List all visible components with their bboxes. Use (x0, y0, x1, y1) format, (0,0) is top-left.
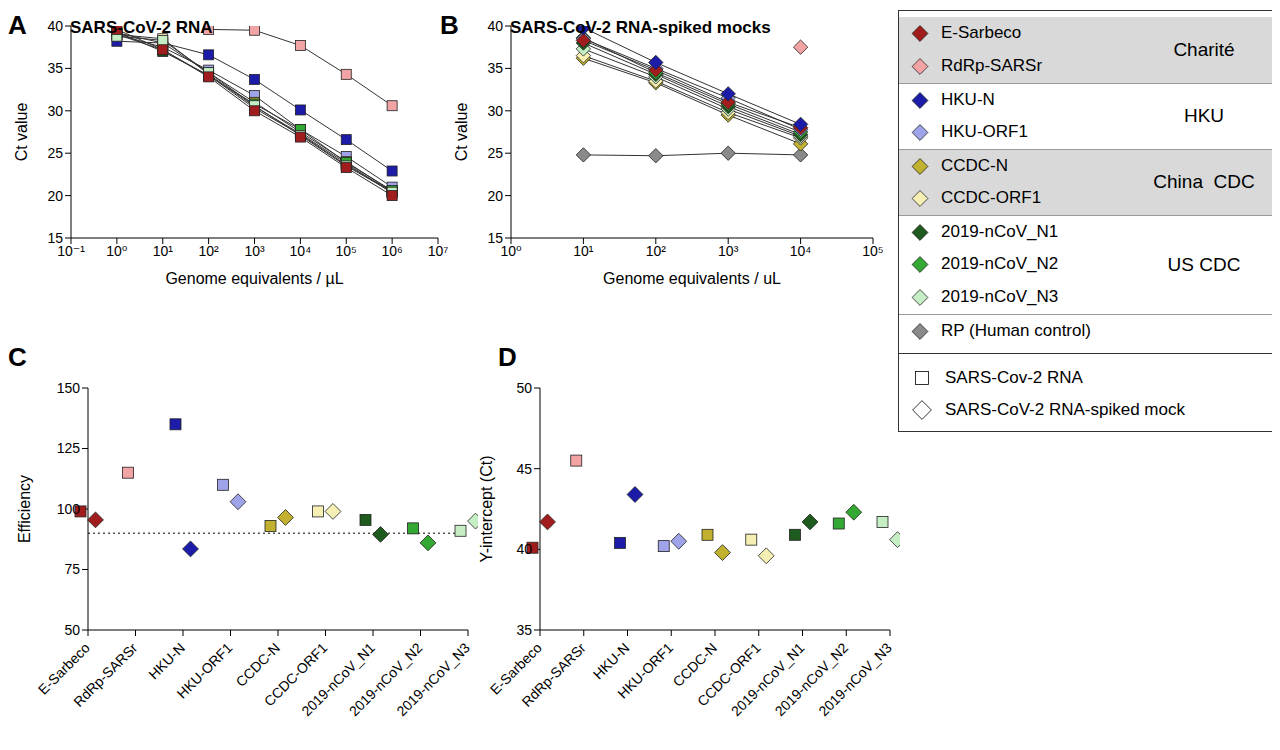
svg-text:10⁻¹: 10⁻¹ (57, 242, 85, 259)
html-text:Charité: Charité (1173, 39, 1235, 60)
svg-text:10²: 10² (646, 243, 667, 259)
svg-text:10⁴: 10⁴ (790, 243, 812, 259)
svg-text:2019-nCoV_N2: 2019-nCoV_N2 (345, 639, 426, 720)
html-text:SARS-Cov-2 RNA: SARS-Cov-2 RNA (945, 368, 1083, 387)
html-text:2019-nCoV_N2: 2019-nCoV_N2 (941, 254, 1059, 273)
svg-text:Genome equivalents / uL: Genome equivalents / uL (603, 270, 781, 287)
svg-text:CCDC-ORF1: CCDC-ORF1 (260, 639, 331, 710)
svg-text:HKU-N: HKU-N (590, 640, 633, 683)
svg-text:CCDC-N: CCDC-N (232, 639, 283, 690)
svg-text:Efficiency: Efficiency (16, 475, 33, 543)
svg-text:10⁰: 10⁰ (106, 243, 128, 259)
svg-text:2019-nCoV_N1: 2019-nCoV_N1 (298, 639, 378, 720)
svg-text:10⁴: 10⁴ (290, 243, 312, 259)
svg-text:35: 35 (516, 622, 532, 638)
svg-text:20: 20 (487, 188, 503, 204)
svg-text:CCDC-ORF1: CCDC-ORF1 (694, 639, 764, 710)
html-text:C: C (8, 342, 27, 372)
svg-text:10⁶: 10⁶ (381, 243, 402, 259)
svg-text:150: 150 (57, 380, 81, 396)
svg-text:45: 45 (516, 461, 532, 477)
svg-text:HKU-ORF1: HKU-ORF1 (174, 639, 236, 701)
html-text:China CDC: China CDC (1153, 171, 1255, 192)
svg-text:125: 125 (57, 440, 81, 456)
html-text:SARS-CoV-2 RNA-spiked mocks: SARS-CoV-2 RNA-spiked mocks (510, 18, 771, 37)
svg-text:100: 100 (57, 501, 81, 517)
html-text:SARS-CoV-2 RNA-spiked mock: SARS-CoV-2 RNA-spiked mock (945, 400, 1185, 419)
svg-text:HKU-ORF1: HKU-ORF1 (614, 639, 676, 701)
svg-text:E-Sarbeco: E-Sarbeco (486, 639, 545, 698)
svg-text:35: 35 (487, 60, 503, 76)
svg-text:15: 15 (47, 230, 63, 246)
html-text:CCDC-N: CCDC-N (941, 156, 1008, 175)
svg-text:50: 50 (516, 380, 532, 396)
svg-text:10²: 10² (199, 243, 220, 259)
svg-text:E-Sarbeco: E-Sarbeco (34, 639, 93, 698)
svg-text:HKU-N: HKU-N (145, 640, 188, 683)
svg-text:25: 25 (487, 145, 503, 161)
html-text:A: A (8, 10, 27, 40)
html-text:US CDC: US CDC (1167, 253, 1241, 275)
svg-text:Y-intercept (Ct): Y-intercept (Ct) (478, 456, 495, 563)
svg-text:10³: 10³ (244, 243, 265, 259)
html-text:2019-nCoV_N1: 2019-nCoV_N1 (941, 222, 1059, 241)
html-text:RP (Human control): RP (Human control) (941, 321, 1091, 340)
svg-text:2019-nCoV_N1: 2019-nCoV_N1 (728, 639, 808, 719)
html-text:B: B (440, 10, 459, 40)
svg-text:Genome equivalents / µL: Genome equivalents / µL (165, 270, 343, 287)
svg-text:2019-nCoV_N3: 2019-nCoV_N3 (815, 639, 895, 719)
html-text:RdRp-SARSr: RdRp-SARSr (941, 56, 1043, 75)
html-text:HKU-ORF1: HKU-ORF1 (941, 122, 1028, 141)
svg-text:10⁷: 10⁷ (428, 243, 449, 259)
svg-text:10⁵: 10⁵ (336, 243, 357, 259)
svg-text:50: 50 (64, 622, 80, 638)
svg-text:RdRp-SARSr: RdRp-SARSr (70, 639, 140, 709)
svg-text:2019-nCoV_N3: 2019-nCoV_N3 (393, 639, 473, 719)
svg-text:35: 35 (47, 60, 63, 76)
svg-text:Ct value: Ct value (13, 103, 30, 162)
svg-text:75: 75 (64, 561, 80, 577)
html-text:2019-nCoV_N3: 2019-nCoV_N3 (941, 287, 1059, 306)
html-text:HKU: HKU (1183, 105, 1225, 126)
svg-text:20: 20 (47, 188, 63, 204)
svg-text:10⁵: 10⁵ (862, 243, 883, 259)
svg-text:40: 40 (516, 541, 532, 557)
svg-text:10³: 10³ (718, 243, 739, 259)
svg-text:10⁰: 10⁰ (500, 243, 522, 259)
html-text:D: D (498, 342, 517, 372)
svg-text:2019-nCoV_N2: 2019-nCoV_N2 (772, 639, 852, 719)
svg-text:40: 40 (47, 18, 63, 34)
svg-text:CCDC-N: CCDC-N (669, 639, 720, 690)
svg-text:25: 25 (47, 145, 63, 161)
svg-text:40: 40 (487, 18, 503, 34)
svg-text:RdRp-SARSr: RdRp-SARSr (519, 639, 589, 709)
svg-text:15: 15 (487, 230, 503, 246)
html-text:HKU-N: HKU-N (941, 90, 995, 109)
html-text:E-Sarbeco: E-Sarbeco (941, 23, 1022, 42)
svg-text:10¹: 10¹ (153, 243, 174, 259)
svg-text:30: 30 (47, 103, 63, 119)
html-text:CCDC-ORF1: CCDC-ORF1 (941, 188, 1042, 207)
svg-text:30: 30 (487, 103, 503, 119)
html-text:SARS-CoV-2 RNA: SARS-CoV-2 RNA (70, 18, 213, 37)
svg-text:10¹: 10¹ (573, 243, 594, 259)
svg-text:Ct value: Ct value (453, 103, 470, 162)
